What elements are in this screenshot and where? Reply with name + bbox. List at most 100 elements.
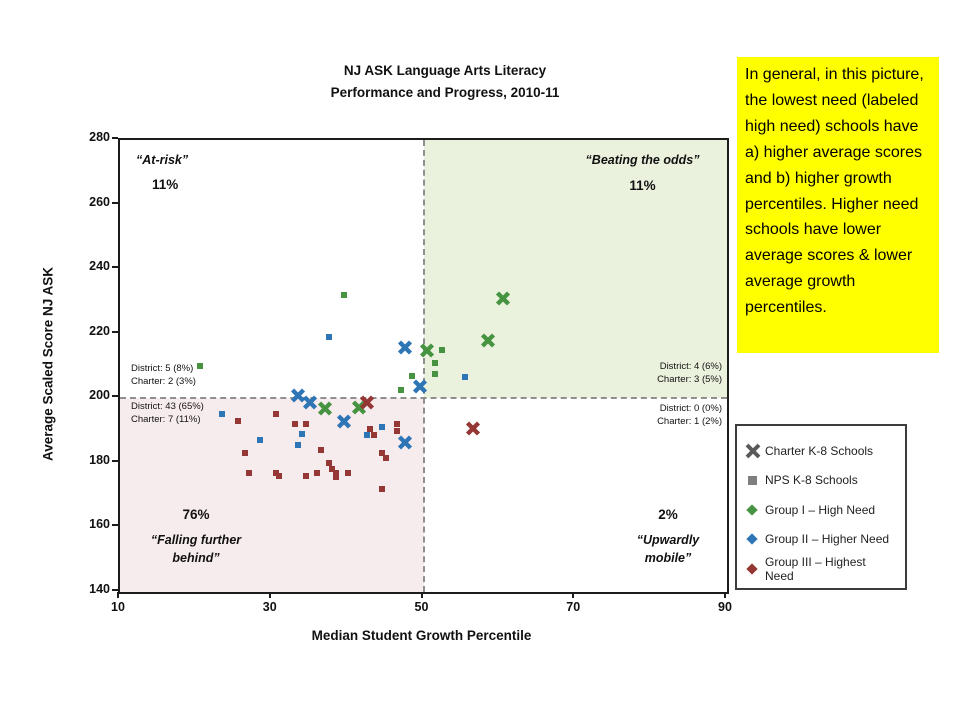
y-tick-label: 200 (89, 388, 110, 403)
data-point-charter (480, 333, 496, 354)
counts-left-above-line: District: 5 (8%) Charter: 2 (3%) (131, 363, 196, 387)
y-tick-label: 260 (89, 194, 110, 209)
chart-title: NJ ASK Language Arts Literacy Performanc… (245, 60, 645, 103)
y-tick-mark (112, 459, 118, 462)
data-point-nps (299, 430, 306, 437)
x-tick-mark (117, 592, 119, 598)
y-tick-mark (112, 524, 118, 527)
x-tick-mark (420, 592, 423, 598)
data-point-nps (318, 446, 325, 453)
y-axis-title: Average Scaled Score NJ ASK (40, 266, 56, 462)
group3-diamond-icon (745, 563, 765, 575)
y-tick-mark (112, 201, 118, 204)
data-point-nps (295, 442, 302, 449)
x-tick-label: 30 (262, 600, 277, 614)
data-point-nps (272, 469, 279, 476)
x-tick-mark (572, 592, 575, 598)
quadrant-label-falling-further-behind: 76% “Falling further behind” (150, 507, 242, 566)
y-tick-label: 280 (89, 130, 110, 144)
data-point-charter (359, 394, 375, 415)
counts-right-below-line: District: 0 (0%) Charter: 1 (2%) (657, 403, 722, 427)
data-point-nps (378, 450, 385, 457)
quadrant-label-at-risk: “At-risk” 11% (136, 153, 189, 192)
data-point-nps (276, 472, 283, 479)
chart-title-line2: Performance and Progress, 2010-11 (330, 84, 560, 100)
data-point-charter (397, 339, 413, 360)
legend-item-group2: Group II – Higher Need (745, 525, 897, 555)
reference-line-x50 (422, 140, 425, 592)
data-point-nps (245, 469, 252, 476)
data-point-charter (419, 343, 435, 364)
data-point-nps (393, 421, 400, 428)
group1-diamond-icon (745, 504, 765, 516)
quadrant-label-beating-the-odds: “Beating the odds” 11% (585, 153, 700, 193)
data-point-nps (462, 374, 469, 381)
x-axis-title: Median Student Growth Percentile (311, 628, 532, 643)
note-text: In general, in this picture, the lowest … (745, 66, 924, 317)
data-point-charter (397, 435, 413, 456)
x-tick-mark (268, 592, 271, 598)
data-point-nps (371, 432, 378, 439)
y-tick-mark (112, 330, 118, 333)
data-point-nps (367, 425, 374, 432)
data-point-nps (314, 469, 321, 476)
data-point-nps (333, 469, 340, 476)
y-tick-label: 240 (89, 259, 110, 274)
data-point-nps (340, 291, 347, 298)
data-point-nps (333, 474, 340, 481)
reference-line-y200 (120, 397, 727, 400)
data-point-charter (336, 414, 352, 435)
y-tick-label: 220 (89, 323, 110, 338)
data-point-nps (291, 421, 298, 428)
y-tick-mark (112, 137, 118, 139)
data-point-nps (378, 424, 385, 431)
data-point-nps (302, 421, 309, 428)
chart-title-line1: NJ ASK Language Arts Literacy (343, 63, 547, 78)
counts-left-below-line: District: 43 (65%) Charter: 7 (11%) (131, 401, 204, 425)
x-tick-label: 10 (111, 600, 125, 614)
data-point-nps (382, 455, 389, 461)
data-point-nps (393, 427, 400, 434)
data-point-charter (317, 401, 333, 422)
data-point-charter (465, 420, 481, 441)
data-point-nps (325, 459, 332, 466)
data-point-charter (412, 378, 428, 399)
data-point-nps (272, 411, 279, 418)
data-point-charter (290, 388, 306, 409)
y-tick-label: 180 (89, 452, 110, 467)
legend-item-charter: Charter K-8 Schools (745, 436, 897, 466)
y-tick-label: 160 (89, 517, 110, 532)
note-box: In general, in this picture, the lowest … (737, 57, 939, 353)
nps-square-icon (745, 475, 765, 485)
y-tick-label: 140 (89, 582, 110, 596)
data-point-nps (344, 469, 351, 476)
data-point-charter (302, 394, 318, 415)
legend-item-group1: Group I – High Need (745, 495, 897, 525)
data-point-charter (495, 291, 511, 312)
data-point-nps (257, 437, 264, 444)
plot-area (118, 138, 729, 594)
charter-x-icon (745, 443, 765, 459)
legend-item-group3: Group III – Highest Need (745, 554, 897, 584)
data-point-nps (409, 372, 416, 379)
counts-right-above-line: District: 4 (6%) Charter: 3 (5%) (657, 361, 722, 385)
x-tick-label: 90 (718, 600, 732, 614)
data-point-nps (302, 472, 309, 479)
x-tick-mark (724, 592, 726, 598)
data-point-nps (329, 466, 336, 473)
data-point-nps (378, 485, 385, 492)
quadrant-fill-top-right (423, 140, 727, 399)
data-point-nps (363, 432, 370, 439)
data-point-nps (439, 346, 446, 353)
y-tick-mark (112, 395, 118, 398)
y-tick-mark (112, 266, 118, 269)
x-tick-label: 70 (566, 600, 581, 614)
legend: Charter K-8 Schools NPS K-8 Schools Grou… (735, 424, 907, 590)
data-point-nps (196, 363, 203, 369)
data-point-nps (242, 450, 249, 457)
legend-item-nps: NPS K-8 Schools (745, 466, 897, 496)
data-point-nps (219, 411, 226, 418)
data-point-nps (325, 333, 332, 340)
data-point-nps (431, 359, 438, 366)
